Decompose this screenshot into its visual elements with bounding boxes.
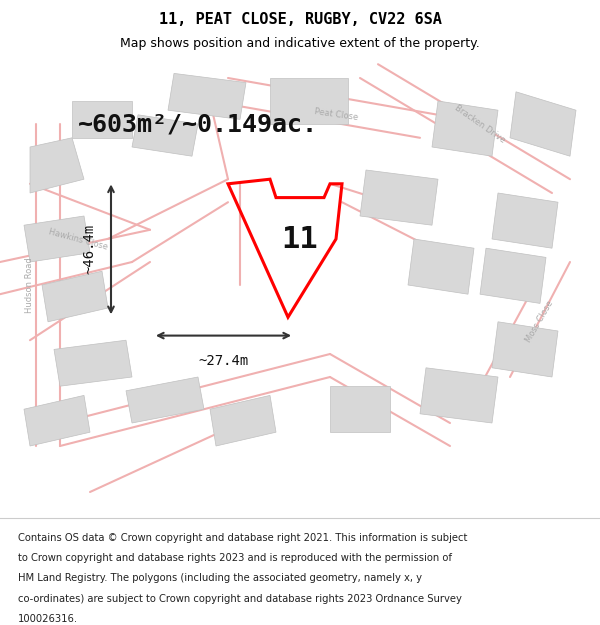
Text: Contains OS data © Crown copyright and database right 2021. This information is : Contains OS data © Crown copyright and d… bbox=[18, 532, 467, 542]
Polygon shape bbox=[408, 239, 474, 294]
Text: Moss Close: Moss Close bbox=[524, 299, 556, 344]
Polygon shape bbox=[492, 193, 558, 248]
Polygon shape bbox=[72, 101, 132, 138]
Polygon shape bbox=[210, 396, 276, 446]
Text: 11, PEAT CLOSE, RUGBY, CV22 6SA: 11, PEAT CLOSE, RUGBY, CV22 6SA bbox=[158, 12, 442, 27]
Polygon shape bbox=[168, 73, 246, 119]
Polygon shape bbox=[24, 396, 90, 446]
Polygon shape bbox=[432, 101, 498, 156]
Polygon shape bbox=[132, 115, 198, 156]
Text: Hawkins Close: Hawkins Close bbox=[47, 227, 109, 251]
Text: ~603m²/~0.149ac.: ~603m²/~0.149ac. bbox=[78, 112, 318, 136]
Polygon shape bbox=[492, 322, 558, 377]
Text: Map shows position and indicative extent of the property.: Map shows position and indicative extent… bbox=[120, 38, 480, 51]
Polygon shape bbox=[360, 170, 438, 225]
Text: Bracken Drive: Bracken Drive bbox=[453, 103, 507, 145]
Polygon shape bbox=[270, 78, 348, 124]
Polygon shape bbox=[54, 340, 132, 386]
Text: ~46.4m: ~46.4m bbox=[82, 224, 96, 274]
Polygon shape bbox=[126, 377, 204, 423]
Text: 100026316.: 100026316. bbox=[18, 614, 78, 624]
Text: Peat Close: Peat Close bbox=[314, 107, 358, 122]
Text: to Crown copyright and database rights 2023 and is reproduced with the permissio: to Crown copyright and database rights 2… bbox=[18, 553, 452, 563]
Text: 11: 11 bbox=[281, 224, 319, 254]
Polygon shape bbox=[510, 92, 576, 156]
Text: ~27.4m: ~27.4m bbox=[199, 354, 248, 368]
Text: co-ordinates) are subject to Crown copyright and database rights 2023 Ordnance S: co-ordinates) are subject to Crown copyr… bbox=[18, 594, 462, 604]
Polygon shape bbox=[330, 386, 390, 432]
Polygon shape bbox=[24, 216, 90, 262]
Text: Hudson Road: Hudson Road bbox=[25, 257, 35, 313]
Polygon shape bbox=[30, 138, 84, 193]
Polygon shape bbox=[420, 368, 498, 423]
Polygon shape bbox=[42, 271, 108, 322]
Polygon shape bbox=[480, 248, 546, 303]
Text: HM Land Registry. The polygons (including the associated geometry, namely x, y: HM Land Registry. The polygons (includin… bbox=[18, 573, 422, 583]
